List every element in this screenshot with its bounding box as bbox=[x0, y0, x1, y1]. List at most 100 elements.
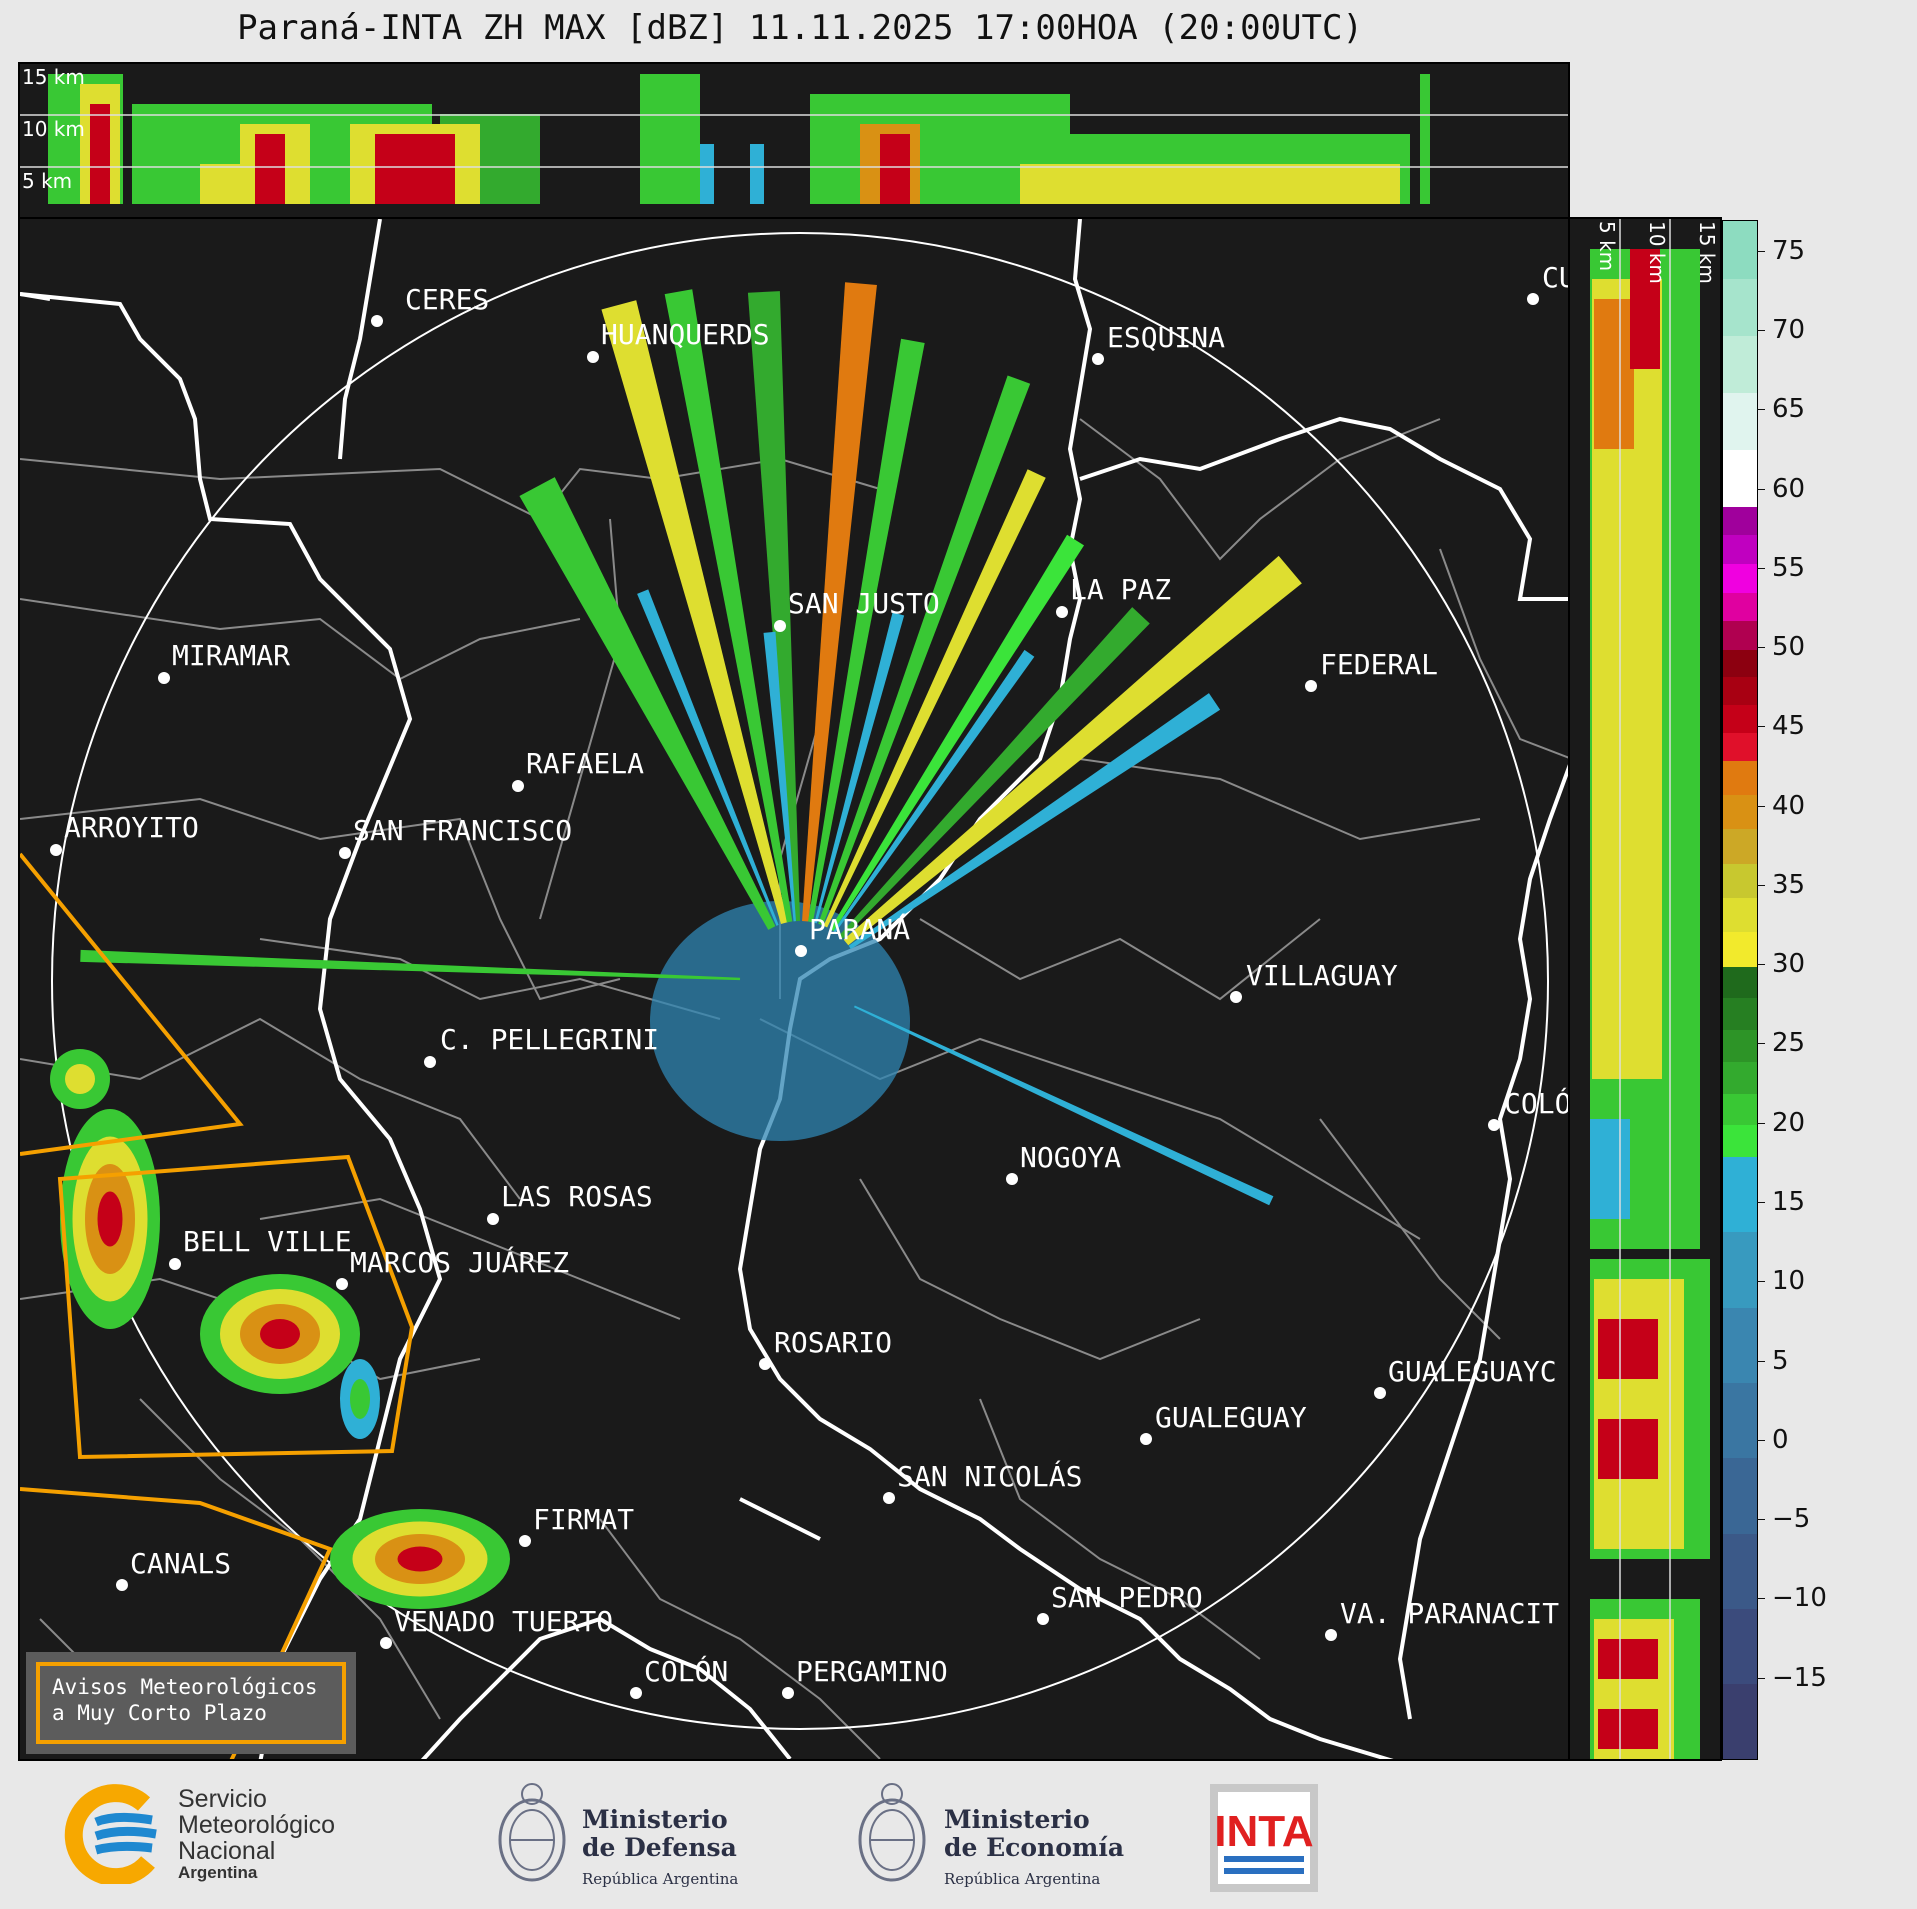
radar-map-svg[interactable]: CERES HUANQUERDS ESQUINA CU SAN JUSTO LA PAZ M… bbox=[20, 219, 1570, 1761]
side-cross-section-echoes bbox=[1590, 249, 1710, 1759]
city-marker[interactable] bbox=[795, 945, 807, 957]
footer-logos: Servicio Meteorológico Nacional Argentin… bbox=[0, 1762, 1917, 1909]
city-label: MARCOS JUÁREZ bbox=[350, 1245, 569, 1279]
echo-clutter bbox=[650, 901, 910, 1141]
city-label: HUANQUERDS bbox=[601, 318, 770, 351]
echo-column bbox=[1630, 249, 1660, 369]
echo-ray bbox=[823, 469, 1046, 928]
echo-column bbox=[1420, 74, 1430, 204]
city-marker[interactable] bbox=[1230, 991, 1242, 1003]
city-marker[interactable] bbox=[1305, 680, 1317, 692]
side-cross-section-panel: 5 km 10 km 15 km bbox=[1568, 217, 1722, 1761]
city-label: ROSARIO bbox=[774, 1326, 892, 1359]
city-marker[interactable] bbox=[774, 620, 786, 632]
city-marker[interactable] bbox=[487, 1213, 499, 1225]
colorbar-step bbox=[1723, 592, 1757, 622]
colorbar-tick-label: −15 bbox=[1757, 1663, 1827, 1693]
colorbar-step bbox=[1723, 863, 1757, 898]
echo-ray bbox=[848, 693, 1221, 950]
city-marker[interactable] bbox=[380, 1637, 392, 1649]
city-marker[interactable] bbox=[1140, 1433, 1152, 1445]
city-marker[interactable] bbox=[169, 1258, 181, 1270]
city-marker[interactable] bbox=[336, 1278, 348, 1290]
echo-column bbox=[880, 134, 910, 204]
city-marker[interactable] bbox=[782, 1687, 794, 1699]
colorbar-step bbox=[1723, 1382, 1757, 1459]
city-label: CANALS bbox=[130, 1547, 231, 1580]
echo-ray bbox=[833, 649, 1035, 933]
city-marker[interactable] bbox=[512, 780, 524, 792]
city-marker[interactable] bbox=[759, 1358, 771, 1370]
city-labels: CERES HUANQUERDS ESQUINA CU SAN JUSTO LA PAZ M… bbox=[50, 261, 1568, 1699]
echo-cell bbox=[350, 1379, 370, 1419]
aviso-box[interactable]: Avisos Meteorológicos a Muy Corto Plazo bbox=[26, 1652, 356, 1754]
aviso-frame[interactable]: Avisos Meteorológicos a Muy Corto Plazo bbox=[36, 1662, 346, 1744]
city-label: CERES bbox=[405, 283, 489, 316]
city-label: ARROYITO bbox=[64, 811, 199, 844]
colorbar-step bbox=[1723, 1029, 1757, 1062]
colorbar-step bbox=[1723, 897, 1757, 933]
colorbar-step bbox=[1723, 1608, 1757, 1685]
city-marker[interactable] bbox=[1037, 1613, 1049, 1625]
colorbar-tick-label: 50 bbox=[1756, 632, 1805, 662]
colorbar-step bbox=[1723, 1124, 1757, 1157]
colorbar-step bbox=[1723, 335, 1757, 393]
city-label: FEDERAL bbox=[1320, 648, 1438, 681]
city-marker[interactable] bbox=[1325, 1629, 1337, 1641]
colorbar-tick-label: 5 bbox=[1757, 1346, 1789, 1376]
echo-column bbox=[255, 134, 285, 204]
defensa-line-1: Ministerio bbox=[582, 1805, 728, 1834]
top-cross-section-svg: 15 km 10 km 5 km bbox=[20, 65, 1568, 204]
city-marker[interactable] bbox=[587, 351, 599, 363]
smn-line-2: Meteorológico bbox=[178, 1811, 336, 1839]
city-marker[interactable] bbox=[1527, 293, 1539, 305]
echo-cell bbox=[65, 1064, 95, 1094]
city-marker[interactable] bbox=[519, 1535, 531, 1547]
economia-line-1: Ministerio bbox=[944, 1805, 1090, 1834]
city-marker[interactable] bbox=[116, 1579, 128, 1591]
colorbar-step bbox=[1723, 278, 1757, 336]
city-marker[interactable] bbox=[50, 844, 62, 856]
echo-ray bbox=[802, 282, 877, 922]
side-height-label-10: 10 km bbox=[1645, 221, 1669, 284]
city-marker[interactable] bbox=[158, 672, 170, 684]
echo-column bbox=[90, 104, 110, 204]
city-label: LAS ROSAS bbox=[501, 1180, 653, 1213]
colorbar-tick-label: 55 bbox=[1756, 553, 1805, 583]
colorbar-tick-label: 65 bbox=[1756, 394, 1805, 424]
echo-column bbox=[700, 144, 714, 204]
city-label: MIRAMAR bbox=[172, 639, 290, 672]
colorbar-step bbox=[1723, 732, 1757, 761]
echo-cell bbox=[97, 1191, 123, 1247]
radar-map-panel[interactable]: CERES HUANQUERDS ESQUINA CU SAN JUSTO LA PAZ M… bbox=[18, 217, 1570, 1761]
city-marker[interactable] bbox=[371, 315, 383, 327]
echo-ray bbox=[830, 534, 1085, 932]
echo-ray bbox=[637, 589, 779, 926]
radar-echoes bbox=[50, 282, 1302, 1609]
colorbar-tick-label: 45 bbox=[1756, 711, 1805, 741]
economia-logo-text: Ministerio de Economía República Argenti… bbox=[944, 1806, 1124, 1893]
city-marker[interactable] bbox=[630, 1687, 642, 1699]
colorbar-step bbox=[1723, 794, 1757, 830]
city-label: SAN PEDRO bbox=[1051, 1581, 1203, 1614]
city-marker[interactable] bbox=[1092, 353, 1104, 365]
colorbar-step bbox=[1723, 1457, 1757, 1534]
echo-ray bbox=[747, 291, 801, 922]
top-cross-section-panel: 15 km 10 km 5 km bbox=[18, 62, 1570, 219]
city-marker[interactable] bbox=[424, 1056, 436, 1068]
colorbar-step bbox=[1723, 506, 1757, 536]
city-marker[interactable] bbox=[1374, 1387, 1386, 1399]
city-marker[interactable] bbox=[883, 1492, 895, 1504]
city-label: SAN JUSTO bbox=[788, 587, 940, 620]
dbz-colorbar bbox=[1722, 220, 1758, 1760]
smn-line-4: Argentina bbox=[178, 1863, 258, 1882]
city-marker[interactable] bbox=[1488, 1119, 1500, 1131]
echo-cell bbox=[397, 1546, 443, 1572]
colorbar-tick-label: 60 bbox=[1756, 474, 1805, 504]
colorbar-step bbox=[1723, 1061, 1757, 1094]
city-marker[interactable] bbox=[339, 847, 351, 859]
defensa-sub: República Argentina bbox=[582, 1870, 739, 1888]
colorbar-tick-label: 70 bbox=[1756, 315, 1805, 345]
city-marker[interactable] bbox=[1006, 1173, 1018, 1185]
city-marker[interactable] bbox=[1056, 606, 1068, 618]
